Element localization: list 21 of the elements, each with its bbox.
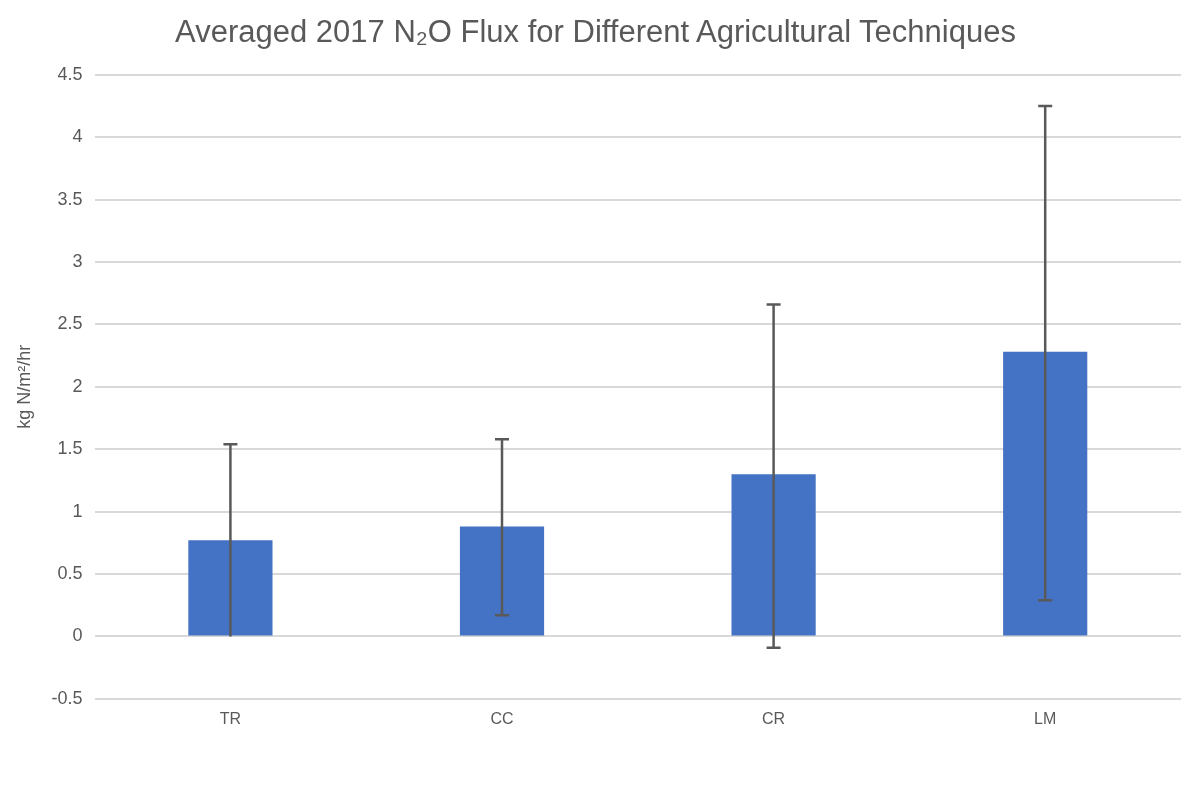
bar: [188, 540, 273, 636]
bar: [1003, 351, 1088, 636]
bar: [459, 526, 545, 636]
y-tick-label: 3: [72, 250, 83, 271]
y-axis-title: kg N/m²/hr: [13, 344, 34, 429]
y-tick-label: 1.5: [57, 438, 83, 459]
y-tick-label: 3.5: [57, 188, 83, 209]
x-tick-label: CC: [490, 709, 514, 727]
x-tick-label: TR: [219, 709, 242, 727]
y-tick-label: 2.5: [57, 313, 83, 334]
bar: [731, 474, 816, 636]
x-tick-label: LM: [1034, 709, 1057, 727]
y-tick-label: -0.5: [51, 687, 83, 708]
y-tick-label: 1: [72, 500, 83, 521]
x-tick-label: CR: [762, 709, 786, 727]
y-tick-label: 2: [72, 375, 83, 396]
y-tick-label: 4: [72, 126, 83, 147]
y-tick-label: 0: [72, 625, 83, 646]
y-tick-label: 4.5: [57, 63, 83, 84]
y-tick-label: 0.5: [57, 562, 83, 583]
chart-title: Averaged 2017 N₂O Flux for Different Agricultural Techniques: [174, 13, 1017, 51]
